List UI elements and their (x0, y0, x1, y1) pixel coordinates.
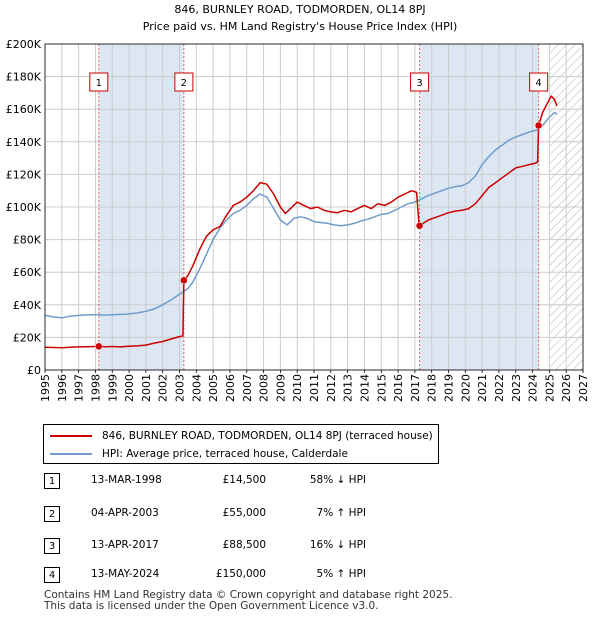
sale-hpi-diff: 5% ↑ HPI (316, 568, 366, 580)
x-tick-label: 2023 (510, 374, 523, 402)
x-tick-label: 2019 (443, 374, 456, 402)
x-tick-label: 2017 (409, 374, 422, 402)
legend-label-hpi: HPI: Average price, terraced house, Cald… (102, 448, 348, 460)
y-tick-label: £180K (6, 71, 42, 84)
sale-number-badge: 3 (44, 538, 60, 554)
sale-label-box (174, 72, 194, 92)
y-tick-label: £80K (13, 234, 42, 247)
sale-price: £150,000 (215, 568, 266, 580)
legend-swatch-hpi (50, 453, 92, 455)
x-tick-label: 1995 (39, 374, 52, 402)
x-tick-label: 2001 (140, 374, 153, 402)
sale-price: £55,000 (222, 507, 266, 519)
x-tick-label: 2013 (342, 374, 355, 402)
sale-label-box (89, 72, 109, 92)
legend-item-hpi: HPI: Average price, terraced house, Cald… (50, 446, 348, 462)
x-tick-label: 2012 (325, 374, 338, 402)
y-tick-label: £120K (6, 168, 42, 181)
x-tick-label: 2021 (476, 374, 489, 402)
x-tick-label: 2015 (375, 374, 388, 402)
footer-licence: This data is licensed under the Open Gov… (44, 600, 379, 612)
x-tick-label: 2009 (274, 374, 287, 402)
x-tick-label: 2014 (358, 374, 371, 402)
sale-hpi-diff: 58% ↓ HPI (309, 474, 366, 486)
chart-title: 846, BURNLEY ROAD, TODMORDEN, OL14 8PJ (174, 3, 425, 16)
x-tick-label: 2024 (527, 374, 540, 402)
x-tick-label: 1997 (73, 374, 86, 402)
sale-price: £14,500 (222, 474, 266, 486)
x-tick-label: 2020 (459, 374, 472, 402)
legend-swatch-property (50, 435, 92, 437)
x-tick-label: 2010 (291, 374, 304, 402)
x-tick-label: 2003 (174, 374, 187, 402)
legend-item-property: 846, BURNLEY ROAD, TODMORDEN, OL14 8PJ (… (50, 428, 433, 444)
y-tick-label: £0 (27, 364, 41, 377)
x-tick-label: 2018 (426, 374, 439, 402)
x-tick-label: 2025 (543, 374, 556, 402)
hpi-line (45, 111, 558, 319)
sale-point (180, 276, 188, 285)
y-tick-label: £140K (6, 136, 42, 149)
sale-price: £88,500 (222, 539, 266, 551)
x-tick-label: 2007 (241, 374, 254, 402)
x-tick-label: 2006 (224, 374, 237, 402)
sale-point (95, 342, 103, 351)
sale-label-box (529, 72, 549, 92)
sale-date: 04-APR-2003 (91, 507, 159, 519)
x-tick-label: 2026 (560, 374, 573, 402)
sale-date: 13-APR-2017 (91, 539, 159, 551)
sale-date: 13-MAR-1998 (91, 474, 162, 486)
table-row: 3 13-APR-2017 £88,500 16% ↓ HPI (44, 538, 384, 556)
x-tick-label: 2005 (207, 374, 220, 402)
footer: Contains HM Land Registry data © Crown c… (44, 590, 452, 612)
x-tick-label: 1999 (106, 374, 119, 402)
sale-label-number: 1 (96, 78, 102, 89)
sale-label-number: 3 (416, 78, 422, 89)
y-tick-label: £100K (6, 201, 42, 214)
chart-subtitle: Price paid vs. HM Land Registry's House … (143, 20, 458, 33)
y-tick-label: £20K (13, 331, 42, 344)
x-tick-label: 2011 (308, 374, 321, 402)
legend: 846, BURNLEY ROAD, TODMORDEN, OL14 8PJ (… (43, 424, 439, 464)
table-row: 2 04-APR-2003 £55,000 7% ↑ HPI (44, 506, 384, 524)
table-row: 4 13-MAY-2024 £150,000 5% ↑ HPI (44, 567, 384, 585)
x-tick-label: 2000 (123, 374, 136, 402)
sale-number-badge: 2 (44, 506, 60, 522)
x-tick-label: 1996 (56, 374, 69, 402)
footer-copyright: Contains HM Land Registry data © Crown c… (44, 589, 453, 601)
sale-label-number: 4 (535, 78, 541, 89)
sale-point (534, 121, 543, 130)
sale-label-box (410, 72, 430, 92)
sale-hpi-diff: 7% ↑ HPI (316, 507, 366, 519)
sale-point (415, 221, 424, 230)
x-tick-label: 2016 (392, 374, 405, 402)
y-tick-label: £160K (6, 103, 42, 116)
sale-number-badge: 1 (44, 473, 60, 489)
sale-hpi-diff: 16% ↓ HPI (309, 539, 366, 551)
property-price-line (45, 95, 558, 349)
legend-label-property: 846, BURNLEY ROAD, TODMORDEN, OL14 8PJ (… (102, 430, 433, 442)
x-tick-label: 2027 (577, 374, 590, 402)
x-tick-label: 2008 (258, 374, 271, 402)
sale-label-number: 2 (181, 78, 187, 89)
x-tick-label: 1998 (89, 374, 102, 402)
x-tick-label: 2004 (190, 374, 203, 402)
y-tick-label: £60K (13, 266, 42, 279)
series-group (45, 95, 558, 349)
y-tick-label: £200K (6, 38, 42, 51)
sale-date: 13-MAY-2024 (91, 568, 160, 580)
price-chart: 846, BURNLEY ROAD, TODMORDEN, OL14 8PJ P… (6, 3, 590, 402)
table-row: 1 13-MAR-1998 £14,500 58% ↓ HPI (44, 473, 384, 491)
x-tick-label: 2022 (493, 374, 506, 402)
sale-number-badge: 4 (44, 567, 60, 583)
x-tick-label: 2002 (157, 374, 170, 402)
y-tick-label: £40K (13, 299, 42, 312)
